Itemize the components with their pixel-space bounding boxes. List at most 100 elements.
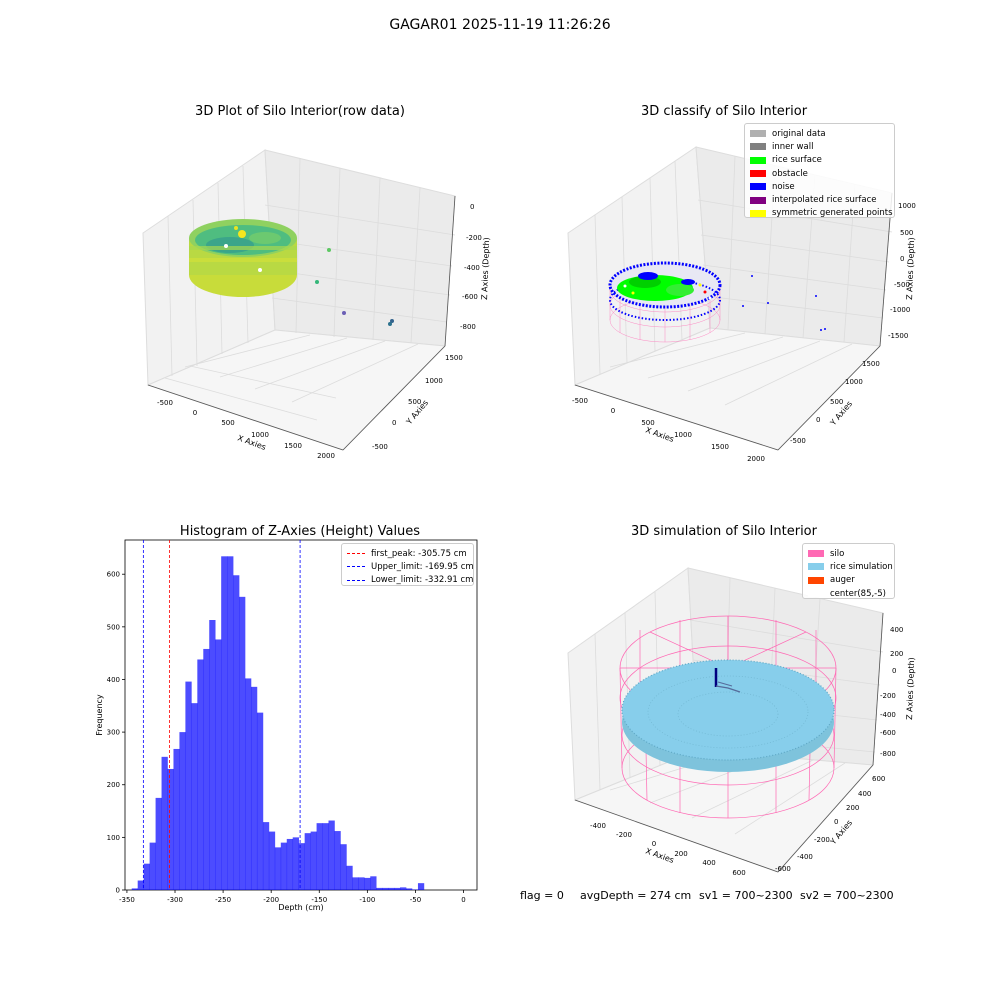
tick-label: 0 bbox=[900, 255, 904, 263]
histogram-bar bbox=[137, 880, 144, 890]
legend-swatch bbox=[750, 196, 766, 204]
tick-label: -200 bbox=[814, 836, 830, 844]
histogram-yticks: 0 100 200 300 400 500 600 bbox=[107, 571, 125, 895]
classify-silo-cloud bbox=[608, 261, 826, 343]
legend-line bbox=[347, 553, 365, 555]
histogram-vlines bbox=[142, 540, 301, 890]
legend-item: Lower_limit: -332.91 cm bbox=[347, 574, 473, 587]
histogram-bar bbox=[406, 888, 413, 890]
x-tick-label: -150 bbox=[311, 896, 327, 904]
classify-zlabel: Z Axies (Depth) bbox=[905, 237, 916, 300]
legend-item: center(85,-5) bbox=[808, 587, 889, 600]
histogram-bar bbox=[316, 823, 323, 890]
y-tick-label: 500 bbox=[107, 623, 120, 631]
y-tick-label: 200 bbox=[107, 781, 120, 789]
histogram-bar bbox=[191, 703, 198, 890]
histogram-bar bbox=[209, 620, 216, 890]
tick-label: -600 bbox=[880, 729, 896, 737]
tick-label: 200 bbox=[846, 804, 859, 812]
histogram-bar bbox=[262, 822, 270, 890]
tick-label: -1500 bbox=[888, 332, 908, 340]
histogram-bar bbox=[376, 887, 383, 890]
histogram-bar bbox=[173, 748, 180, 890]
legend-item: Upper_limit: -169.95 cm bbox=[347, 560, 474, 573]
legend-line bbox=[347, 566, 365, 568]
legend-swatch bbox=[750, 183, 766, 191]
histogram-chart: -350 -300 -250 -200 -150 -100 -50 0 0 100 200 300 4… bbox=[95, 539, 478, 912]
histogram-bar bbox=[280, 842, 288, 890]
histogram-bar bbox=[352, 877, 359, 890]
tick-label: 0 bbox=[652, 840, 656, 848]
histogram-bar bbox=[203, 648, 210, 890]
x-tick-label: 0 bbox=[461, 896, 465, 904]
tick-label: -500 bbox=[157, 399, 173, 407]
legend-item: rice surface bbox=[750, 154, 889, 167]
histogram-bar bbox=[328, 820, 335, 890]
raw-plot-title: 3D Plot of Silo Interior(row data) bbox=[195, 104, 405, 119]
raw-3d-plot: -500 0 500 1000 1500 2000 -500 0 500 100… bbox=[142, 149, 491, 460]
legend-item: interpolated rice surface bbox=[750, 193, 889, 206]
histogram-bar bbox=[382, 887, 389, 890]
histogram-bar bbox=[131, 888, 138, 890]
histogram-title: Histogram of Z-Axies (Height) Values bbox=[179, 524, 421, 539]
histogram-bar bbox=[346, 865, 353, 890]
histogram-bar bbox=[286, 838, 294, 890]
tick-label: 1000 bbox=[674, 431, 692, 439]
legend-line bbox=[347, 579, 365, 581]
legend-swatch bbox=[808, 550, 824, 558]
histogram-bar bbox=[298, 843, 305, 890]
tick-label: 600 bbox=[732, 869, 745, 877]
x-tick-label: -200 bbox=[263, 896, 279, 904]
legend-label: center(85,-5) bbox=[830, 588, 886, 599]
raw-zlabel: Z Axies (Depth) bbox=[480, 237, 491, 300]
histogram-bar bbox=[394, 887, 401, 890]
legend-label: first_peak: -305.75 cm bbox=[371, 548, 467, 559]
tick-label: 500 bbox=[641, 419, 654, 427]
tick-label: -600 bbox=[775, 865, 791, 873]
legend-label: symmetric generated points bbox=[772, 208, 893, 219]
y-tick-label: 600 bbox=[107, 571, 120, 579]
histogram-bar bbox=[310, 831, 317, 890]
histogram-bar bbox=[149, 842, 156, 890]
histogram-bar bbox=[292, 837, 299, 890]
tick-label: 1000 bbox=[251, 431, 269, 439]
tick-label: 0 bbox=[611, 407, 615, 415]
tick-label: 500 bbox=[900, 229, 913, 237]
legend-label: obstacle bbox=[772, 168, 808, 179]
legend-label: noise bbox=[772, 181, 795, 192]
x-tick-label: -50 bbox=[410, 896, 421, 904]
tick-label: -800 bbox=[880, 750, 896, 758]
sv1-status: sv1 = 700~2300 bbox=[699, 889, 793, 902]
classify-plot-title: 3D classify of Silo Interior bbox=[640, 104, 808, 119]
tick-label: 0 bbox=[470, 203, 474, 211]
legend-item: original data bbox=[750, 127, 889, 140]
legend-label: Lower_limit: -332.91 cm bbox=[371, 575, 474, 586]
legend-swatch bbox=[808, 576, 824, 584]
x-tick-label: -350 bbox=[119, 896, 135, 904]
raw-silo-cloud bbox=[189, 219, 394, 326]
histogram-bar bbox=[400, 887, 407, 890]
histogram-bar bbox=[185, 681, 192, 890]
x-tick-label: -100 bbox=[359, 896, 375, 904]
tick-label: -400 bbox=[590, 822, 606, 830]
legend-item: first_peak: -305.75 cm bbox=[347, 547, 468, 560]
histogram-bar bbox=[161, 756, 168, 890]
tick-label: 500 bbox=[408, 398, 421, 406]
legend-swatch bbox=[750, 143, 766, 151]
legend-swatch bbox=[750, 209, 766, 217]
y-tick-label: 300 bbox=[107, 729, 120, 737]
tick-label: -1000 bbox=[890, 306, 910, 314]
sv2-status: sv2 = 700~2300 bbox=[800, 889, 894, 902]
histogram-bar bbox=[388, 887, 395, 890]
legend-item: auger bbox=[808, 574, 889, 587]
histogram-legend: first_peak: -305.75 cm Upper_limit: -169… bbox=[341, 543, 474, 586]
legend-label: rice simulation bbox=[830, 561, 893, 572]
histogram-bar bbox=[370, 876, 377, 890]
simulation-xlabel: X Axies bbox=[644, 846, 675, 865]
tick-label: -400 bbox=[797, 853, 813, 861]
histogram-bar bbox=[268, 831, 276, 890]
tick-label: 0 bbox=[193, 409, 197, 417]
histogram-bar bbox=[227, 556, 234, 890]
histogram-xlabel: Depth (cm) bbox=[278, 903, 323, 912]
histogram-bar bbox=[250, 686, 258, 890]
